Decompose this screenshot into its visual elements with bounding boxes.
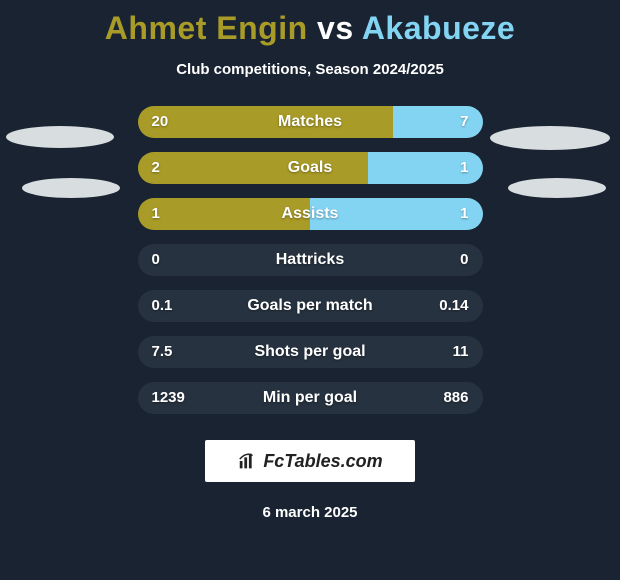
stat-row: 1239886Min per goal: [138, 382, 483, 414]
avatar-ellipse: [22, 178, 120, 198]
stat-row: 0.10.14Goals per match: [138, 290, 483, 322]
title-player2: Akabueze: [362, 10, 515, 46]
stat-label: Goals: [138, 152, 483, 184]
stat-row: 00Hattricks: [138, 244, 483, 276]
stat-label: Hattricks: [138, 244, 483, 276]
stat-label: Shots per goal: [138, 336, 483, 368]
subtitle: Club competitions, Season 2024/2025: [0, 61, 620, 78]
stats-container: 207Matches 21Goals 11Assists 00Hattricks 0.1…: [138, 106, 483, 414]
avatar-ellipse: [490, 126, 610, 150]
avatar-ellipse: [508, 178, 606, 198]
logo-text: FcTables.com: [263, 451, 382, 472]
title-vs: vs: [317, 10, 354, 46]
date-label: 6 march 2025: [0, 504, 620, 521]
title-player1: Ahmet Engin: [105, 10, 308, 46]
stat-row: 11Assists: [138, 198, 483, 230]
stat-label: Min per goal: [138, 382, 483, 414]
stat-row: 7.511Shots per goal: [138, 336, 483, 368]
page-title: Ahmet Engin vs Akabueze: [0, 0, 620, 47]
fctables-logo: FcTables.com: [205, 440, 415, 482]
stat-row: 21Goals: [138, 152, 483, 184]
stat-label: Goals per match: [138, 290, 483, 322]
stat-label: Assists: [138, 198, 483, 230]
avatar-ellipse: [6, 126, 114, 148]
stat-label: Matches: [138, 106, 483, 138]
stat-row: 207Matches: [138, 106, 483, 138]
chart-icon: [237, 450, 259, 472]
